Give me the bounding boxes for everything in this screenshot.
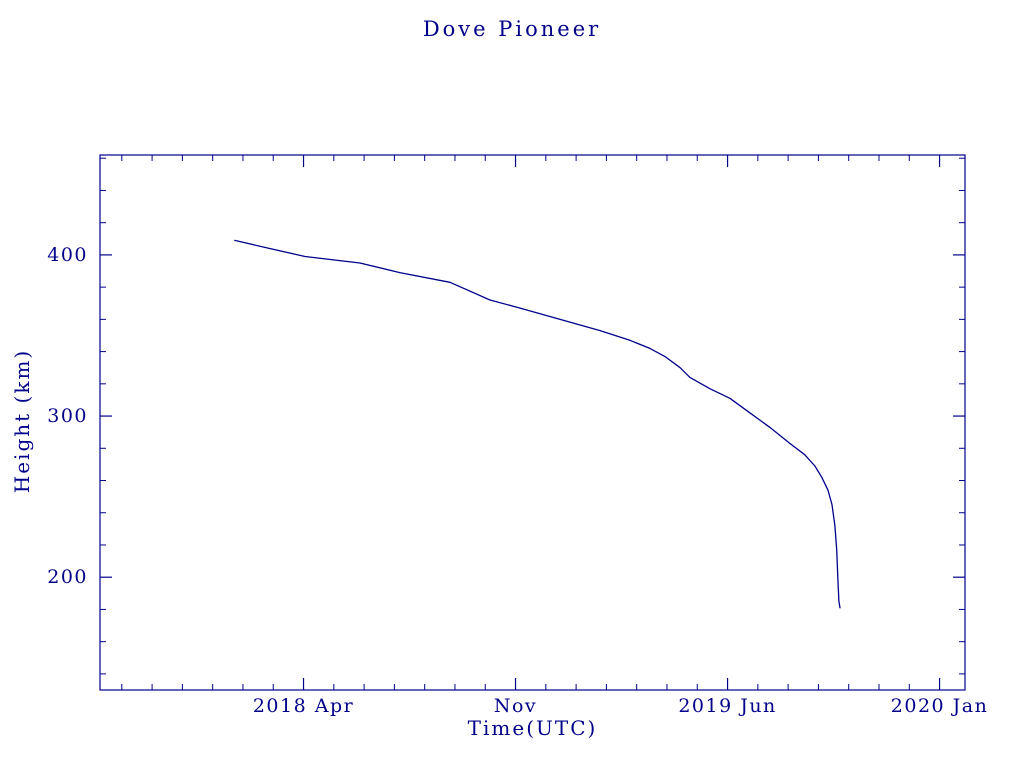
chart-title: Dove Pioneer (422, 17, 602, 41)
decay-curve (234, 239, 841, 609)
y-tick-label: 400 (47, 244, 88, 266)
y-tick-label: 200 (47, 566, 88, 588)
y-tick-label: 300 (47, 405, 88, 427)
x-tick-label: 2018 Apr (253, 695, 354, 717)
x-axis-label: Time(UTC) (467, 716, 598, 740)
x-tick-label: 2020 Jan (891, 695, 989, 717)
plot-border (99, 154, 966, 691)
x-tick-label: 2019 Jun (678, 695, 776, 717)
x-tick-label: Nov (494, 695, 537, 717)
